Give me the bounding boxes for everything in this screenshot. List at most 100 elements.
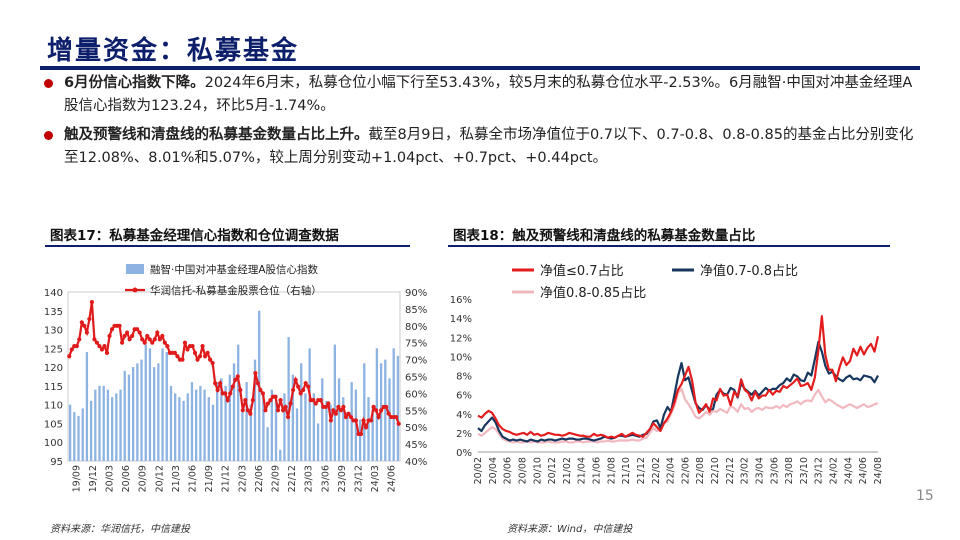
position-point <box>119 340 125 345</box>
position-point <box>182 340 188 345</box>
x-tick-label: 21/12 <box>636 457 647 484</box>
y-right-tick-label: 50% <box>405 423 427 434</box>
y-right-tick-label: 40% <box>405 457 427 468</box>
confidence-position-chart: 95 100 105 110 115 120 125 130 135 140 40% 45% 50% 55… <box>44 263 427 492</box>
figure-left-heading: 图表17：私募基金经理信心指数和仓位调查数据 <box>50 228 339 244</box>
confidence-bar <box>295 408 299 461</box>
position-point <box>69 347 74 352</box>
figure-left-source: 资料来源：华润信托，中信建投 <box>50 524 190 535</box>
position-point <box>306 384 311 389</box>
position-point <box>313 401 318 406</box>
position-point <box>102 343 107 349</box>
position-point <box>331 408 336 413</box>
confidence-bar <box>325 400 328 461</box>
bullet-list: 6月份信心指数下降。2024年6月末，私募仓位小幅下行至53.43%，较5月末的… <box>38 72 923 176</box>
position-point <box>213 381 218 386</box>
x-tick-label: 23/06 <box>769 457 780 484</box>
position-point <box>268 398 273 403</box>
position-point <box>185 347 190 352</box>
confidence-bar <box>308 348 311 461</box>
position-point <box>240 408 245 413</box>
position-point <box>89 300 94 305</box>
confidence-bar <box>396 355 400 461</box>
position-point <box>127 337 132 342</box>
x-tick-label: 21/02 <box>562 457 573 484</box>
confidence-bar <box>266 427 269 461</box>
confidence-bar <box>165 352 168 461</box>
y-right-tick-label: 75% <box>405 339 427 350</box>
x-tick-label: 21/04 <box>577 457 588 484</box>
confidence-bar <box>253 359 257 461</box>
position-point <box>130 333 135 339</box>
x-tick-label: 20/03 <box>105 465 116 492</box>
legend-bar-swatch <box>126 264 144 274</box>
x-tick-label: 20/10 <box>532 457 543 484</box>
position-point <box>278 398 283 403</box>
position-point <box>318 398 323 403</box>
y-right-tick-label: 70% <box>405 356 427 367</box>
confidence-bar <box>384 359 387 461</box>
position-point <box>293 377 298 382</box>
position-point <box>195 357 200 362</box>
y-right-tick-label: 85% <box>405 305 427 316</box>
position-point <box>311 398 316 403</box>
confidence-bar <box>329 404 332 461</box>
position-point <box>79 320 84 325</box>
x-tick-label: 23/08 <box>784 457 795 484</box>
x-tick-label: 20/12 <box>154 465 165 492</box>
position-point <box>358 431 364 437</box>
x-tick-label: 21/06 <box>188 465 199 492</box>
position-point <box>303 381 308 386</box>
position-point <box>288 401 293 406</box>
x-tick-label: 23/04 <box>754 457 765 484</box>
position-point <box>190 343 195 349</box>
position-point <box>363 425 369 430</box>
confidence-bar <box>186 393 189 461</box>
position-point <box>273 394 278 399</box>
series-line <box>477 315 880 439</box>
position-point <box>298 391 303 396</box>
x-tick-label: 20/09 <box>138 465 149 492</box>
y-tick-label: 10% <box>450 352 472 363</box>
confidence-bar <box>237 344 240 461</box>
position-point <box>346 411 351 416</box>
y-left-tick-label: 95 <box>50 457 63 468</box>
x-tick-label: 21/10 <box>621 457 632 484</box>
position-point <box>97 343 102 349</box>
x-tick-label: 20/08 <box>517 457 528 484</box>
position-point <box>230 384 235 389</box>
position-point <box>233 377 238 382</box>
confidence-bar <box>367 397 370 461</box>
x-tick-label: 22/12 <box>287 465 298 492</box>
confidence-bar <box>199 385 202 461</box>
position-point <box>200 343 205 349</box>
position-point <box>371 404 376 410</box>
x-tick-label: 21/08 <box>606 457 617 484</box>
position-point <box>165 343 170 349</box>
position-point <box>192 350 198 355</box>
bullet-dot-icon <box>44 131 53 140</box>
y-left-tick-label: 100 <box>44 438 63 449</box>
position-point <box>394 414 399 420</box>
position-point <box>84 330 89 335</box>
position-point <box>150 340 155 345</box>
x-tick-label: 22/06 <box>254 465 265 492</box>
confidence-bar <box>211 404 215 461</box>
confidence-bar <box>102 385 105 461</box>
position-point <box>333 411 338 416</box>
position-point <box>265 401 271 406</box>
page-number: 15 <box>916 488 934 504</box>
position-point <box>140 337 145 342</box>
x-tick-label: 24/03 <box>370 465 381 492</box>
warning-line-ratio-chart: 0%2%4%6%8%10%12%14%16%20/02 20/04 20/06 20/… <box>450 263 884 484</box>
x-tick-label: 23/12 <box>354 465 365 492</box>
x-tick-label: 21/06 <box>592 457 603 484</box>
confidence-bar <box>73 412 76 461</box>
x-tick-label: 23/10 <box>799 457 810 484</box>
position-point <box>328 418 333 423</box>
bullet-body: 截至8月9日，私募全市场净值位于0.7以下、0.7-0.8、0.8-0.85的基… <box>64 127 914 166</box>
confidence-bar <box>312 393 316 461</box>
confidence-bar <box>262 393 265 461</box>
confidence-bar <box>123 370 126 461</box>
position-point <box>238 387 243 393</box>
